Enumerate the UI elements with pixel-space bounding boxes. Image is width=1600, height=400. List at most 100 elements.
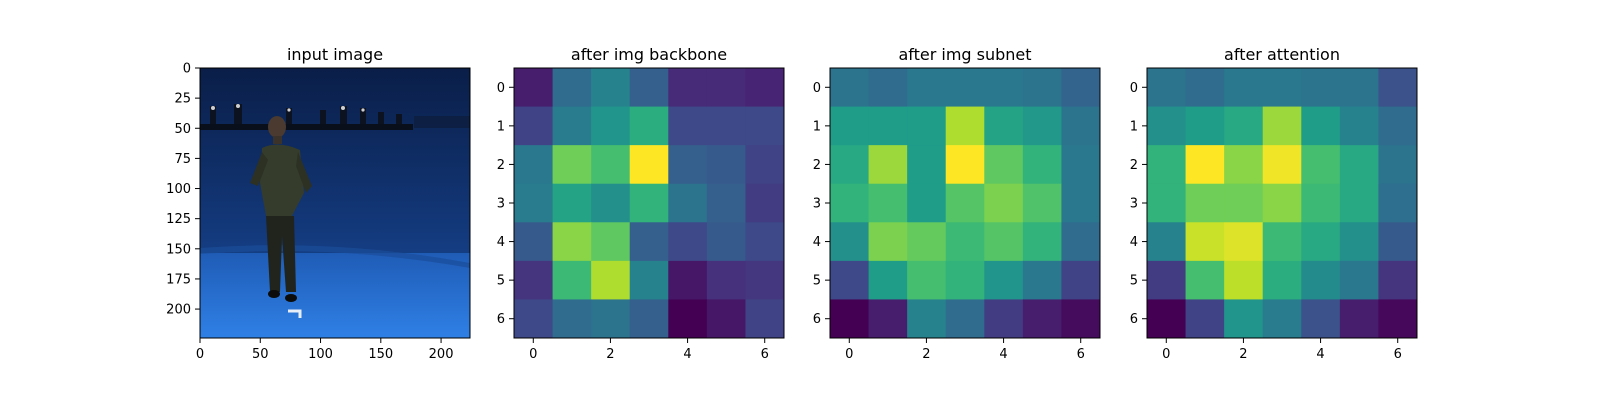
heatmap-cell (514, 106, 554, 146)
heatmap-cell (668, 299, 708, 339)
heatmap-cell (984, 183, 1024, 223)
y-tick-label: 3 (813, 197, 821, 212)
x-tick-label: 2 (1239, 347, 1247, 362)
heatmap-cell (591, 299, 631, 339)
heatmap-cell (1224, 260, 1264, 300)
heatmap-cell (1301, 299, 1341, 339)
x-tick-label: 50 (252, 347, 269, 362)
heatmap-cell (1224, 222, 1264, 262)
panel-title: after img subnet (898, 45, 1031, 64)
heatmap-cell (1339, 145, 1379, 185)
heatmap-cell (868, 222, 908, 262)
x-tick-label: 4 (1316, 347, 1324, 362)
y-tick-label: 0 (1130, 81, 1138, 96)
heatmap-cell (1262, 299, 1302, 339)
heatmap-cell (1378, 68, 1418, 108)
heatmap-cell (552, 260, 592, 300)
heatmap-cell (1339, 222, 1379, 262)
heatmap-cell (668, 106, 708, 146)
heatmap-cell (1339, 106, 1379, 146)
y-tick-label: 175 (166, 272, 191, 287)
heatmap-cell (1022, 145, 1062, 185)
x-tick-label: 150 (368, 347, 393, 362)
heatmap-cell (907, 68, 947, 108)
heatmap-cell (1378, 299, 1418, 339)
heatmap-cell (1339, 299, 1379, 339)
x-tick-label: 4 (999, 347, 1007, 362)
y-tick-label: 0 (813, 81, 821, 96)
heatmap-cell (706, 183, 746, 223)
heatmap-cell (868, 260, 908, 300)
heatmap-cell (1147, 299, 1187, 339)
heatmap-cell (1022, 183, 1062, 223)
heatmap-cell (1147, 260, 1187, 300)
heatmap-cell (745, 260, 785, 300)
heatmap-cell (1224, 299, 1264, 339)
heatmap-cell (1022, 68, 1062, 108)
x-tick-label: 6 (761, 347, 769, 362)
heatmap-cell (1378, 222, 1418, 262)
heatmap-cell (1185, 145, 1225, 185)
heatmap-cell (945, 106, 985, 146)
subnet-heatmap-panel: after img subnet 0 2 4 6 0 1 2 3 4 5 6 (813, 45, 1101, 362)
photo (200, 68, 470, 338)
x-tick-label: 0 (845, 347, 853, 362)
heatmap-cell (706, 106, 746, 146)
heatmap-cell (629, 145, 669, 185)
heatmap-cell (552, 183, 592, 223)
heatmap-cell (1185, 106, 1225, 146)
heatmap-cell (514, 222, 554, 262)
heatmap-cell (629, 183, 669, 223)
heatmap-cell (1378, 145, 1418, 185)
y-tick-label: 0 (497, 81, 505, 96)
heatmap-cell (1378, 260, 1418, 300)
heatmap-cell (1301, 260, 1341, 300)
heatmap-cell (591, 260, 631, 300)
x-tick-label: 2 (922, 347, 930, 362)
panel-title: after img backbone (571, 45, 727, 64)
heatmap-cell (552, 106, 592, 146)
backbone-heatmap-panel: after img backbone 0 2 4 6 0 1 2 3 4 5 6 (497, 45, 785, 362)
heatmap-cell (1022, 299, 1062, 339)
heatmap-cell (1339, 183, 1379, 223)
heatmap-cell (1147, 106, 1187, 146)
heatmap-cell (706, 145, 746, 185)
heatmap-cell (868, 299, 908, 339)
x-tick-label: 0 (196, 347, 204, 362)
heatmap-cell (668, 183, 708, 223)
y-tick-label: 4 (497, 235, 505, 250)
heatmap-cell (1224, 106, 1264, 146)
y-tick-label: 25 (174, 92, 191, 107)
y-tick-label: 100 (166, 182, 191, 197)
heatmap-cell (1224, 68, 1264, 108)
heatmap-cell (591, 68, 631, 108)
heatmap-cell (830, 299, 870, 339)
heatmap-cell (745, 183, 785, 223)
heatmap-cell (668, 222, 708, 262)
heatmap-cell (668, 68, 708, 108)
heatmap-cell (1262, 106, 1302, 146)
heatmap-cell (1061, 183, 1101, 223)
y-tick-label: 150 (166, 242, 191, 257)
x-tick-label: 100 (308, 347, 333, 362)
heatmap-cell (1339, 260, 1379, 300)
heatmap-cell (984, 68, 1024, 108)
heatmap-cell (868, 183, 908, 223)
heatmap-cell (706, 222, 746, 262)
heatmap-cell (1301, 145, 1341, 185)
heatmap-cell (1061, 260, 1101, 300)
heatmap-cell (907, 145, 947, 185)
heatmap-cell (984, 145, 1024, 185)
heatmap-cell (868, 68, 908, 108)
heatmap-cell (1301, 106, 1341, 146)
x-tick-label: 0 (529, 347, 537, 362)
heatmap-cell (668, 260, 708, 300)
x-tick-label: 6 (1394, 347, 1402, 362)
heatmap-cell (830, 106, 870, 146)
heatmap-cell (629, 106, 669, 146)
heatmap-cell (745, 299, 785, 339)
heatmap-cell (945, 222, 985, 262)
y-tick-label: 75 (174, 152, 191, 167)
y-tick-label: 5 (497, 274, 505, 289)
